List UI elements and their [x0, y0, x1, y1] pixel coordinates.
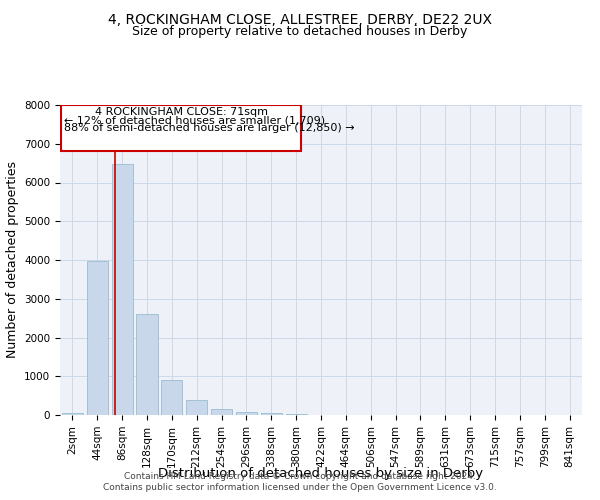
- Bar: [87, 261, 108, 415]
- Bar: [286, 414, 307, 415]
- Bar: [186, 400, 207, 415]
- Bar: [161, 380, 182, 415]
- Y-axis label: Number of detached properties: Number of detached properties: [5, 162, 19, 358]
- Text: 88% of semi-detached houses are larger (12,850) →: 88% of semi-detached houses are larger (…: [64, 123, 355, 133]
- Bar: [112, 164, 133, 415]
- Text: ← 12% of detached houses are smaller (1,709): ← 12% of detached houses are smaller (1,…: [64, 115, 325, 125]
- Bar: [62, 413, 83, 415]
- Bar: [236, 412, 257, 415]
- Text: Distribution of detached houses by size in Derby: Distribution of detached houses by size …: [158, 467, 484, 480]
- Text: Size of property relative to detached houses in Derby: Size of property relative to detached ho…: [133, 25, 467, 38]
- Bar: [261, 413, 282, 415]
- Bar: [136, 314, 158, 415]
- Text: Contains HM Land Registry data © Crown copyright and database right 2024.
Contai: Contains HM Land Registry data © Crown c…: [103, 472, 497, 492]
- Text: 4, ROCKINGHAM CLOSE, ALLESTREE, DERBY, DE22 2UX: 4, ROCKINGHAM CLOSE, ALLESTREE, DERBY, D…: [108, 12, 492, 26]
- FancyBboxPatch shape: [61, 105, 301, 150]
- Text: 4 ROCKINGHAM CLOSE: 71sqm: 4 ROCKINGHAM CLOSE: 71sqm: [95, 107, 268, 117]
- Bar: [211, 409, 232, 415]
